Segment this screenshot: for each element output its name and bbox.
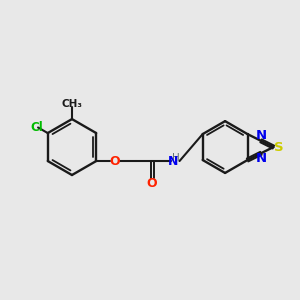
Text: O: O — [147, 177, 158, 190]
Text: N: N — [255, 129, 267, 142]
Text: N: N — [255, 152, 267, 165]
Text: Cl: Cl — [30, 121, 43, 134]
Text: S: S — [274, 141, 284, 154]
Text: CH₃: CH₃ — [61, 99, 82, 110]
Text: H: H — [172, 153, 180, 163]
Text: N: N — [168, 154, 178, 167]
Text: O: O — [109, 154, 120, 167]
